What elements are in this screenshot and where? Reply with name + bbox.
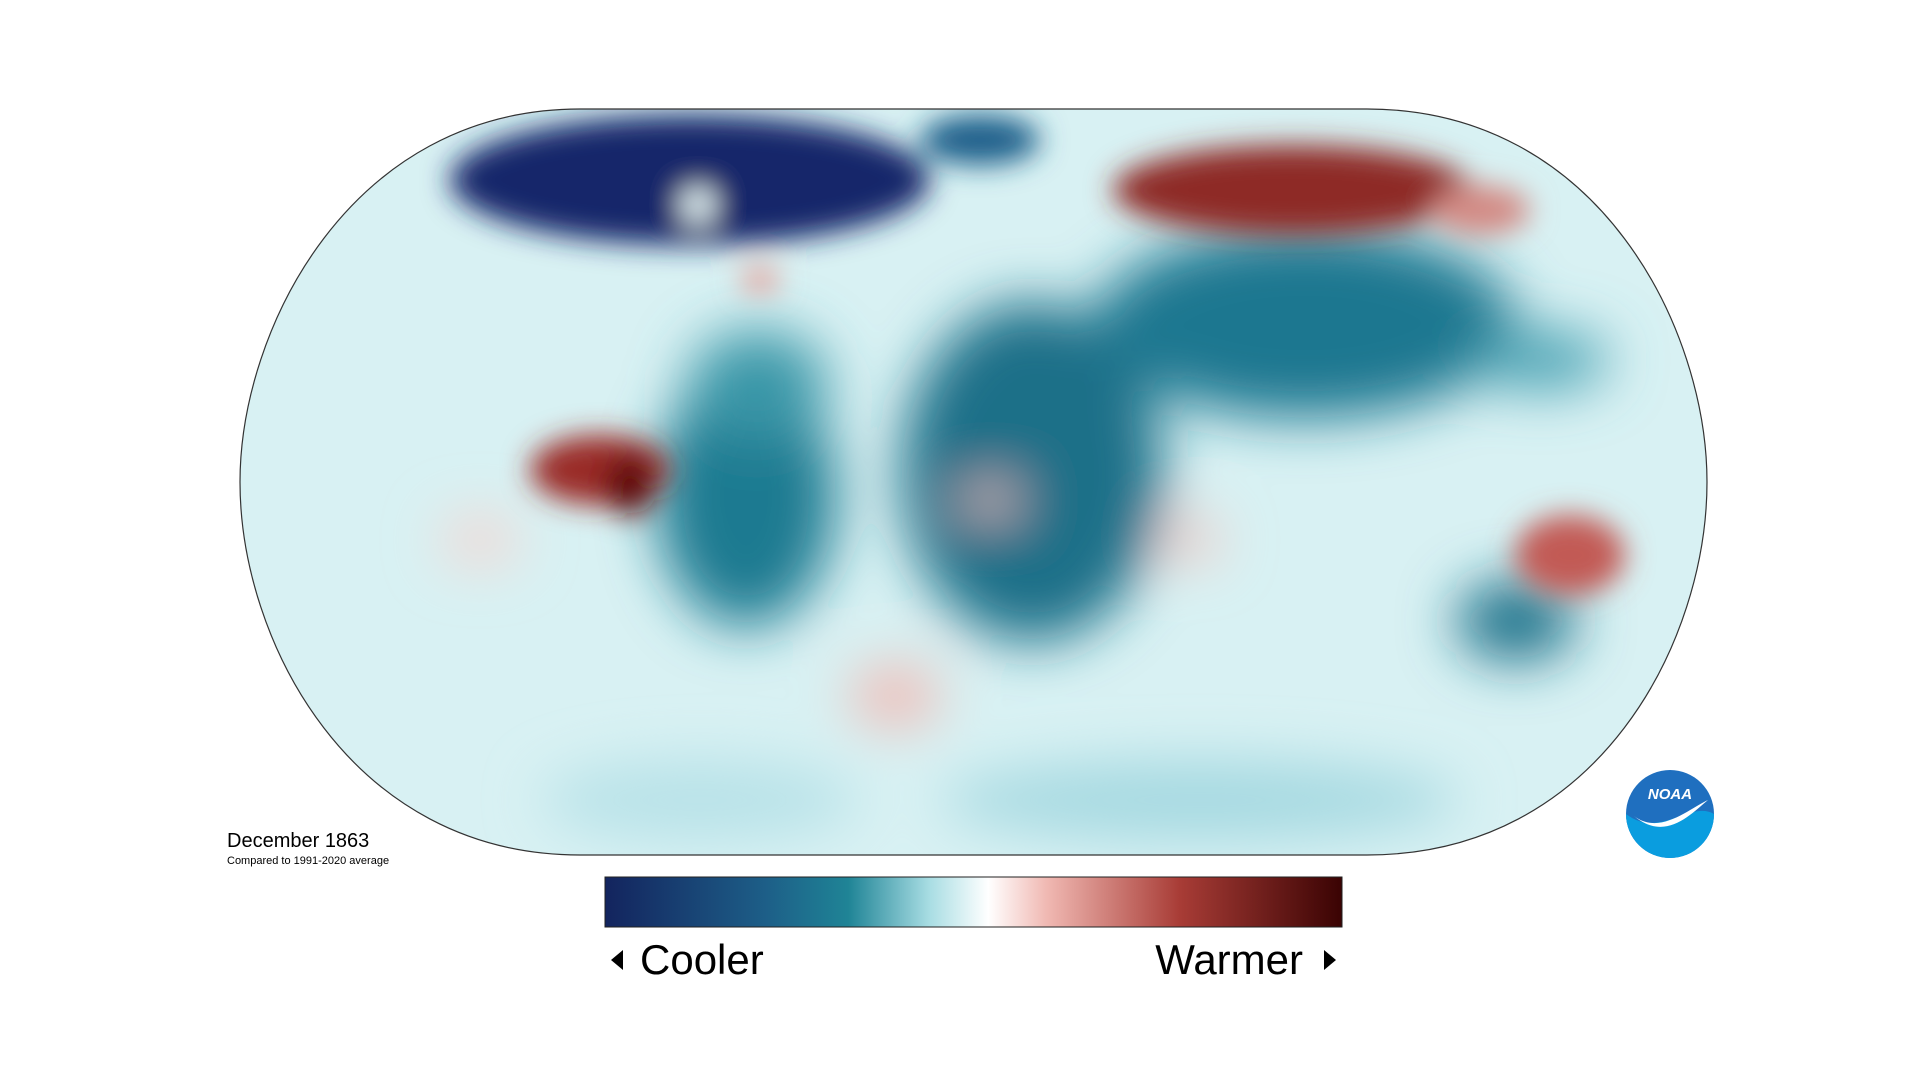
map-outline [239,108,1708,856]
noaa-logo: NOAA [1626,770,1714,858]
warmer-label: Warmer [1155,936,1303,983]
logo-text: NOAA [1648,786,1692,803]
map-title: December 1863 [227,830,369,852]
color-bar [604,876,1343,928]
warmer-arrow [1324,950,1336,970]
anomaly-map [240,109,1707,855]
map-subtitle: Compared to 1991-2020 average [227,855,389,867]
cooler-arrow [611,950,623,970]
cooler-label: Cooler [640,936,764,983]
